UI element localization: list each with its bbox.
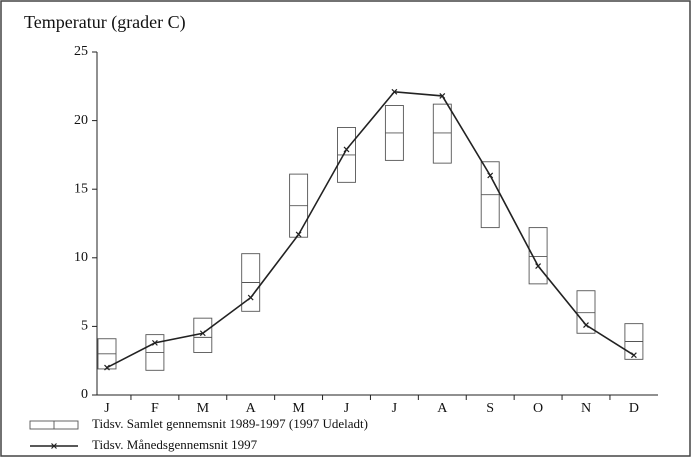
marker	[247, 294, 254, 301]
x-tick-label: M	[292, 401, 305, 416]
chart-title: Temperatur (grader C)	[24, 12, 186, 33]
x-tick-label: O	[533, 401, 543, 416]
x-tick-label: J	[104, 401, 110, 416]
x-tick-label: J	[344, 401, 350, 416]
range-box	[432, 103, 452, 164]
line	[106, 90, 635, 369]
marker	[630, 352, 637, 359]
marker	[343, 146, 350, 153]
marker	[295, 231, 302, 238]
y-tick-label: 25	[74, 44, 88, 59]
y-tick-label: 20	[74, 113, 88, 128]
marker	[151, 339, 158, 346]
marker	[439, 92, 446, 99]
x-tick-label: A	[437, 401, 448, 416]
y-tick-label: 10	[74, 250, 88, 265]
x-tick-label: M	[197, 401, 210, 416]
range-box	[576, 290, 596, 334]
x-tick-label: J	[392, 401, 398, 416]
range-box	[528, 227, 548, 285]
x-tick-label: N	[581, 401, 591, 416]
marker	[391, 88, 398, 95]
x-tick-label: D	[629, 401, 639, 416]
x-tick-label: A	[246, 401, 257, 416]
marker	[583, 322, 589, 328]
marker	[535, 263, 542, 269]
y-tick-label: 0	[81, 387, 88, 402]
legend-label: Tidsv. Samlet gennemsnit 1989-1997 (1997…	[92, 416, 368, 431]
marker	[104, 364, 110, 371]
x-tick-label: F	[151, 401, 159, 416]
legend-swatch	[51, 443, 57, 449]
legend-label: Tidsv. Månedsgennemsnit 1997	[92, 437, 258, 452]
x-tick-label: S	[486, 401, 494, 416]
marker	[487, 172, 494, 179]
y-tick-label: 15	[74, 181, 88, 196]
y-tick-label: 5	[81, 319, 88, 334]
marker	[199, 330, 206, 337]
